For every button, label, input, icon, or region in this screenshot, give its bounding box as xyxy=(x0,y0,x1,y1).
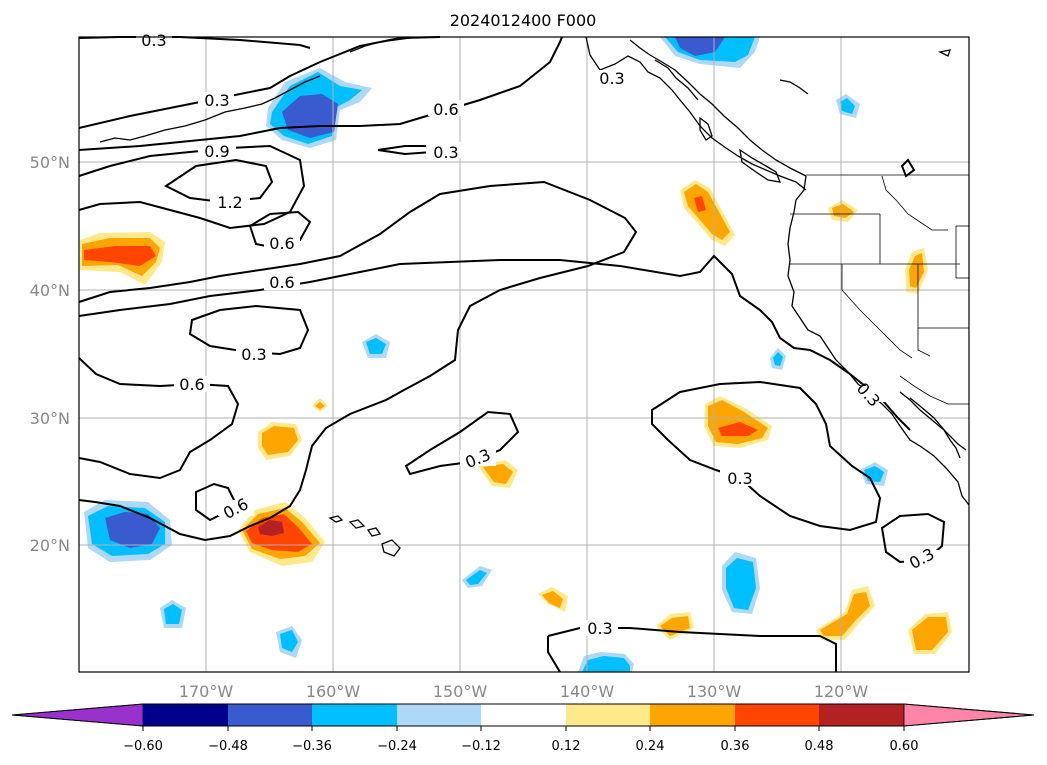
contour-label: 0.3 xyxy=(433,143,458,162)
contour-label: 0.3 xyxy=(599,69,624,88)
contour-label: 1.2 xyxy=(217,193,242,212)
map-panel xyxy=(79,37,969,672)
colorbar-cell xyxy=(566,704,650,726)
coastlines xyxy=(99,36,970,557)
lat-label: 50°N xyxy=(30,153,70,172)
colorbar-cell xyxy=(312,704,397,726)
gridlines xyxy=(79,37,969,672)
contour-labels: 0.3 0.3 0.6 0.3 0.9 1.2 0.6 0.6 0.3 0.6 … xyxy=(136,31,940,638)
lon-label: 150°W xyxy=(433,682,488,701)
contour-label: 0.6 xyxy=(269,273,294,292)
colorbar-min-arrow xyxy=(11,703,144,727)
colorbar-tick-label: 0.12 xyxy=(552,739,581,754)
lat-label: 40°N xyxy=(30,281,70,300)
lon-label: 160°W xyxy=(306,682,361,701)
contours xyxy=(78,36,946,673)
lon-label: 140°W xyxy=(560,682,615,701)
colorbar-tick-label: 0.48 xyxy=(805,739,834,754)
colorbar-cell xyxy=(819,704,904,726)
borders xyxy=(790,174,969,405)
colorbar-cell xyxy=(397,704,481,726)
colorbar: −0.60 −0.48 −0.36 −0.24 −0.12 0.12 0.24 … xyxy=(11,703,1035,754)
lat-label: 30°N xyxy=(30,409,70,428)
colorbar-cell xyxy=(481,704,566,726)
contour-label: 0.3 xyxy=(727,469,752,488)
colorbar-cell xyxy=(228,704,312,726)
colorbar-tick-label: −0.60 xyxy=(123,739,163,754)
map-frame xyxy=(78,36,970,673)
lon-labels: 170°W 160°W 150°W 140°W 130°W 120°W xyxy=(179,682,869,701)
map-title: 2024012400 F000 xyxy=(450,11,597,30)
lon-label: 130°W xyxy=(687,682,742,701)
colorbar-tick-label: 0.60 xyxy=(890,739,919,754)
contour-label: 0.3 xyxy=(141,31,166,50)
colorbar-cell xyxy=(143,704,228,726)
colorbar-tick-label: −0.48 xyxy=(208,739,248,754)
contour-label: 0.6 xyxy=(433,100,458,119)
colorbar-cell xyxy=(650,704,735,726)
colorbar-tick-label: −0.12 xyxy=(461,739,501,754)
contour-label: 0.3 xyxy=(204,91,229,110)
colorbar-tick-label: −0.24 xyxy=(377,739,417,754)
lat-label: 20°N xyxy=(30,536,70,555)
contour-label: 0.6 xyxy=(269,234,294,253)
lon-label: 170°W xyxy=(179,682,234,701)
contour-label: 0.3 xyxy=(241,345,266,364)
colorbar-tick-label: 0.36 xyxy=(721,739,750,754)
lon-label: 120°W xyxy=(814,682,869,701)
colorbar-tick-label: −0.36 xyxy=(292,739,332,754)
contour-label: 0.9 xyxy=(204,142,229,161)
colorbar-cell xyxy=(735,704,819,726)
contour-label: 0.6 xyxy=(179,375,204,394)
lat-labels: 50°N 40°N 30°N 20°N xyxy=(30,153,70,555)
contour-label: 0.3 xyxy=(587,619,612,638)
colorbar-tick-label: 0.24 xyxy=(636,739,665,754)
shaded-anomalies xyxy=(80,37,952,672)
colorbar-max-arrow xyxy=(903,703,1035,727)
